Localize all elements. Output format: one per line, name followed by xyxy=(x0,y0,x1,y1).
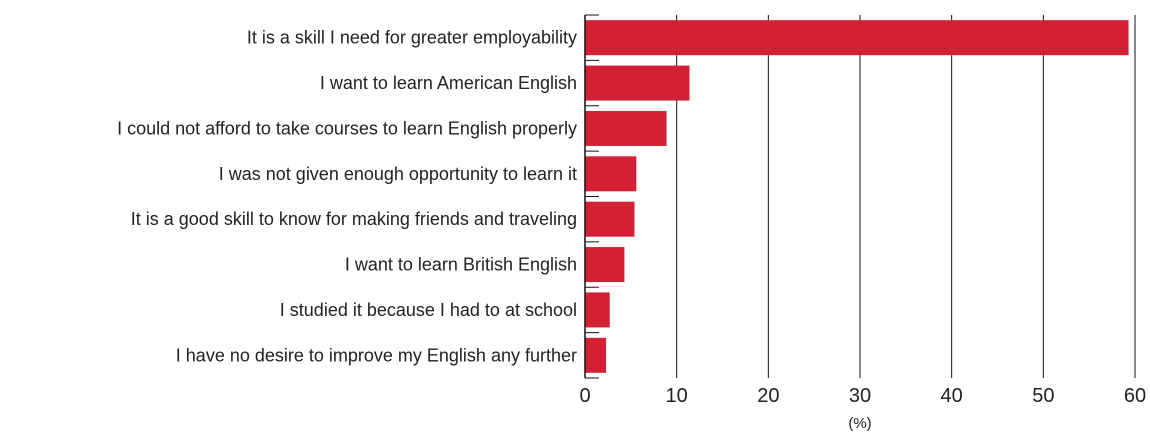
category-label-7: I studied it because I had to at school xyxy=(280,300,577,320)
category-label-4: I was not given enough opportunity to le… xyxy=(219,164,577,184)
x-tick-label-50: 50 xyxy=(1032,385,1054,407)
category-label-6: I want to learn British English xyxy=(345,255,577,275)
bar-layer xyxy=(585,20,1129,373)
category-label-3: I could not afford to take courses to le… xyxy=(117,118,577,138)
bar-5 xyxy=(585,201,635,237)
category-label-8: I have no desire to improve my English a… xyxy=(176,345,577,365)
grid-layer xyxy=(676,15,1136,378)
x-tick-label-40: 40 xyxy=(941,385,963,407)
x-tick-label-20: 20 xyxy=(757,385,779,407)
bar-2 xyxy=(585,65,690,101)
bar-1 xyxy=(585,20,1129,56)
bar-6 xyxy=(585,247,625,283)
axis-layer xyxy=(584,14,599,379)
x-tick-label-30: 30 xyxy=(849,385,871,407)
bar-3 xyxy=(585,110,667,146)
x-axis-unit-label: (%) xyxy=(848,415,871,432)
x-tick-label-60: 60 xyxy=(1124,385,1146,407)
bar-8 xyxy=(585,337,607,373)
x-tick-label-0: 0 xyxy=(579,385,590,407)
x-tick-label-10: 10 xyxy=(666,385,688,407)
bar-4 xyxy=(585,156,637,192)
bar-7 xyxy=(585,292,610,328)
label-layer: It is a skill I need for greater employa… xyxy=(117,28,1146,407)
category-label-2: I want to learn American English xyxy=(320,73,577,93)
category-label-5: It is a good skill to know for making fr… xyxy=(131,209,577,229)
category-label-1: It is a skill I need for greater employa… xyxy=(247,28,577,48)
